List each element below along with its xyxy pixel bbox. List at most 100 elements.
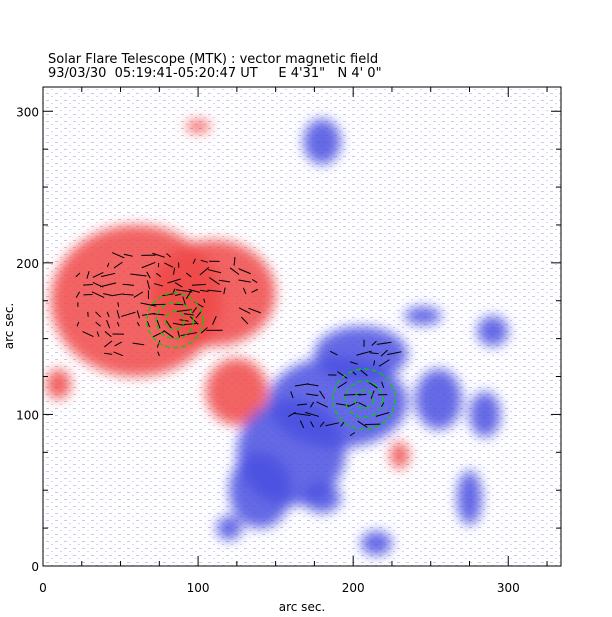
- field-vector: [92, 272, 104, 278]
- field-vector: [121, 311, 136, 317]
- field-vector: [238, 307, 251, 314]
- field-vector: [146, 321, 151, 328]
- field-vector: [350, 361, 358, 365]
- y-tick-label: 300: [16, 105, 39, 119]
- x-tick-label: 0: [39, 581, 47, 595]
- field-vector: [380, 349, 388, 357]
- field-contour: [164, 310, 185, 331]
- field-vector: [136, 322, 140, 327]
- field-vector: [106, 262, 110, 268]
- field-vector: [358, 393, 367, 396]
- field-vector: [376, 341, 392, 345]
- field-vector: [310, 421, 315, 428]
- field-vector: [175, 289, 193, 293]
- field-vector: [86, 271, 90, 279]
- field-vector: [100, 282, 117, 288]
- negative-polarity-region: [457, 470, 482, 526]
- field-vector: [106, 320, 111, 329]
- field-vector: [199, 289, 209, 293]
- field-vector: [373, 360, 376, 366]
- field-vector: [132, 342, 145, 346]
- field-vector: [111, 252, 125, 259]
- field-vector: [192, 258, 196, 265]
- field-vector: [188, 288, 200, 293]
- field-vector: [242, 287, 247, 295]
- field-vector: [305, 383, 319, 387]
- field-vector: [154, 283, 163, 287]
- field-vector: [113, 293, 124, 297]
- field-vector: [113, 261, 123, 269]
- field-vector: [142, 312, 155, 316]
- field-vector: [293, 412, 311, 417]
- field-vector: [146, 271, 151, 279]
- field-vector: [172, 267, 176, 275]
- field-vector: [207, 289, 222, 293]
- field-vector: [146, 280, 151, 290]
- field-vector: [337, 371, 348, 379]
- field-vector: [123, 253, 133, 257]
- field-vector: [238, 279, 251, 283]
- chart-title: Solar Flare Telescope (MTK) : vector mag…: [48, 52, 379, 67]
- field-vector: [103, 340, 113, 348]
- field-vector: [91, 291, 105, 298]
- field-contour: [344, 380, 384, 419]
- field-vector: [325, 422, 340, 427]
- field-vector: [343, 393, 361, 396]
- field-vector: [176, 309, 192, 313]
- field-vector: [101, 272, 116, 278]
- y-tick-label: 100: [16, 408, 39, 422]
- positive-polarity-region: [390, 441, 410, 469]
- field-vector: [357, 420, 368, 428]
- positive-polarity-region: [205, 358, 268, 426]
- field-vector: [156, 319, 161, 329]
- positive-polarity-region: [185, 120, 211, 133]
- field-vector: [180, 332, 198, 337]
- field-vector: [319, 390, 326, 399]
- field-vector: [165, 320, 172, 329]
- field-vector: [166, 253, 172, 258]
- y-tick-label: 0: [31, 560, 39, 574]
- field-vector: [185, 272, 192, 278]
- field-vector: [167, 278, 181, 284]
- field-vector: [136, 310, 141, 319]
- field-vector: [157, 351, 160, 357]
- field-vector: [233, 257, 236, 266]
- field-vector: [369, 352, 379, 355]
- negative-polarity-region: [216, 515, 242, 541]
- field-vector: [122, 283, 135, 286]
- field-vector: [229, 267, 240, 275]
- negative-polarity-region: [360, 531, 392, 556]
- field-vector: [162, 293, 176, 297]
- field-contour: [354, 389, 374, 409]
- plot-frame: [42, 86, 562, 567]
- field-vector: [95, 311, 101, 318]
- field-vector: [299, 420, 305, 429]
- field-vector: [174, 282, 183, 288]
- field-vector: [189, 316, 199, 325]
- field-vector: [155, 272, 162, 278]
- field-vector: [122, 293, 134, 296]
- field-vector: [316, 401, 328, 408]
- field-vector: [349, 432, 356, 437]
- field-vector: [200, 259, 208, 263]
- field-vector: [251, 288, 259, 293]
- field-vector: [106, 311, 110, 318]
- field-vector: [306, 393, 319, 397]
- field-vector: [290, 391, 294, 399]
- field-vector: [104, 331, 112, 338]
- field-vector: [152, 313, 165, 316]
- negative-polarity-region: [404, 306, 442, 325]
- field-vector: [358, 402, 367, 407]
- field-vector: [133, 291, 144, 298]
- field-vector: [319, 421, 325, 428]
- field-vector: [152, 252, 165, 258]
- field-vector: [387, 351, 402, 356]
- field-vector: [114, 341, 123, 347]
- field-vector: [337, 381, 348, 389]
- negative-polarity-region: [477, 315, 509, 347]
- field-vector: [130, 273, 147, 277]
- positive-polarity-region: [46, 368, 71, 400]
- field-contour: [332, 368, 396, 431]
- field-vector: [207, 269, 222, 274]
- field-contour: [155, 301, 195, 340]
